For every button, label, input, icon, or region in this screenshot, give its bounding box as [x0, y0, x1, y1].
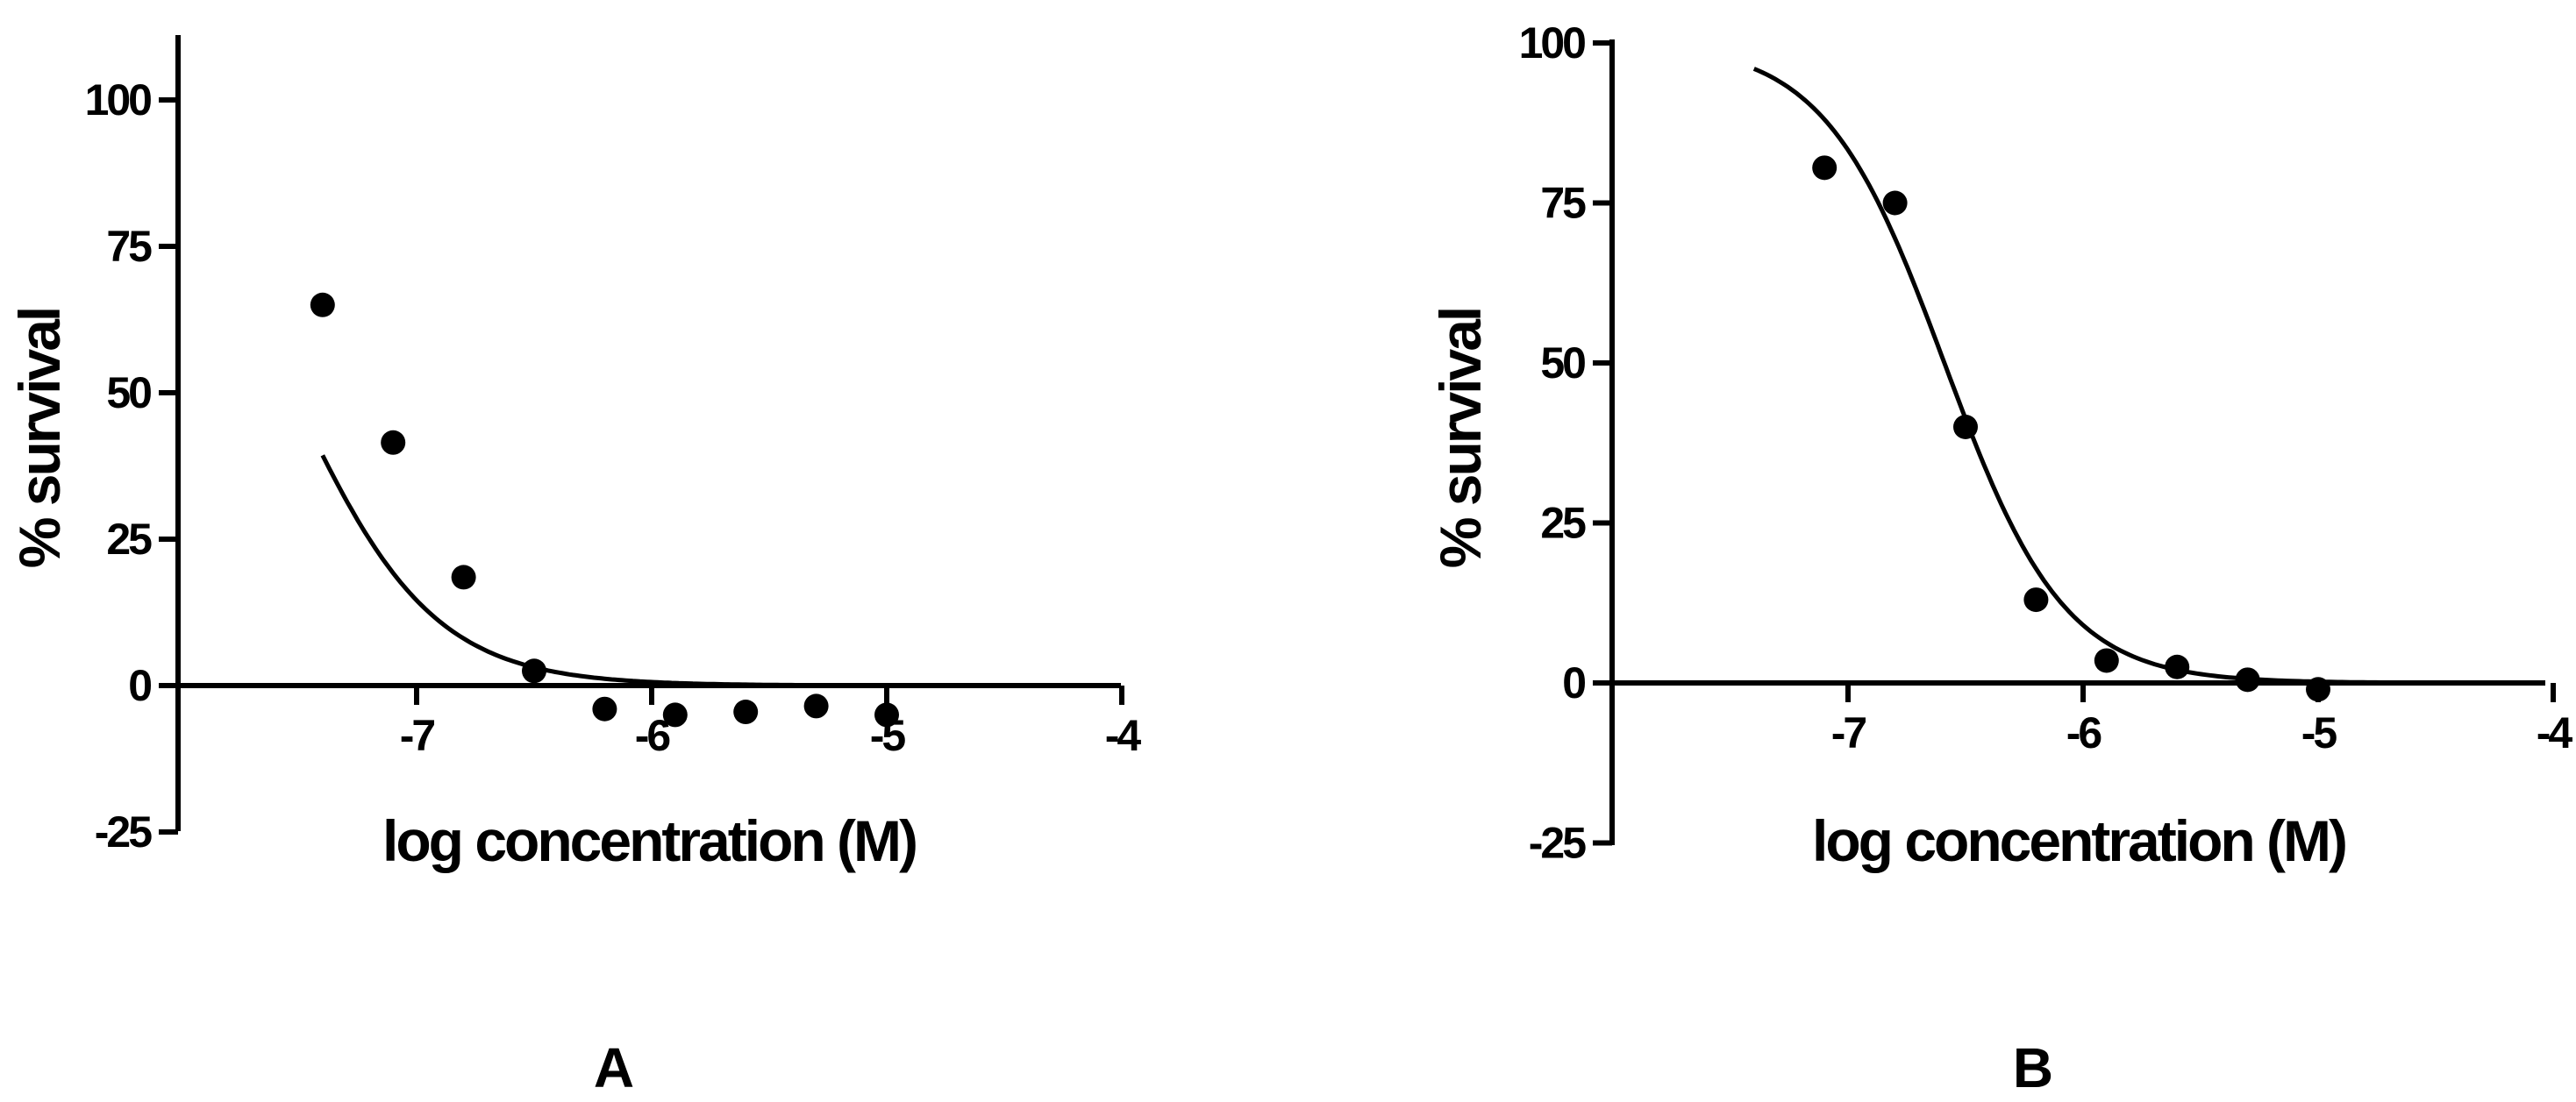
- data-point: [1812, 155, 1837, 181]
- data-point: [1953, 415, 1978, 439]
- data-point: [2023, 587, 2049, 613]
- y-axis-label: % survival: [7, 309, 72, 569]
- x-axis-label: log concentration (M): [1812, 808, 2345, 873]
- y-axis-label: % survival: [1428, 309, 1493, 569]
- y-tick-label: -25: [95, 807, 152, 857]
- fit-curve: [1752, 67, 2436, 686]
- data-point: [2094, 648, 2119, 673]
- panel-b: -25 0 25 50 75 100 -7 -6 -5 -4 % survival log conce…: [1428, 18, 2575, 1099]
- y-tick-label: 75: [1540, 179, 1586, 228]
- data-point: [2235, 667, 2260, 693]
- y-tick-label: 50: [1540, 338, 1585, 387]
- data-point: [662, 702, 688, 728]
- x-axis-label: log concentration (M): [382, 808, 916, 873]
- x-tick-label: -6: [2066, 708, 2101, 757]
- data-point: [2165, 654, 2190, 679]
- x-tick-label: -7: [1831, 708, 1866, 757]
- data-point: [2306, 677, 2330, 702]
- data-point: [874, 702, 899, 728]
- panel-label: B: [2013, 1036, 2053, 1099]
- data-point: [522, 658, 546, 684]
- panel-label: A: [594, 1036, 634, 1099]
- y-tick-label: 25: [106, 515, 152, 564]
- y-tick-label: 75: [106, 222, 152, 271]
- y-tick-label: 0: [1562, 658, 1585, 707]
- data-point: [310, 292, 335, 317]
- data-point: [592, 696, 617, 722]
- y-tick-label: 100: [85, 75, 152, 124]
- y-tick-label: -25: [1529, 819, 1586, 868]
- x-tick-label: -4: [2537, 708, 2573, 757]
- y-tick-label: 50: [106, 368, 151, 417]
- data-point: [1882, 190, 1908, 216]
- data-point: [733, 700, 759, 725]
- y-tick-label: 0: [128, 661, 151, 710]
- data-point: [803, 693, 829, 719]
- y-tick-label: 25: [1540, 499, 1586, 548]
- x-tick-label: -7: [400, 711, 435, 760]
- data-point: [381, 430, 406, 455]
- x-tick-label: -5: [2301, 708, 2337, 757]
- y-tick-label: 100: [1519, 18, 1586, 68]
- fit-curve: [320, 454, 888, 688]
- data-point: [451, 565, 476, 590]
- x-tick-label: -4: [1105, 711, 1142, 760]
